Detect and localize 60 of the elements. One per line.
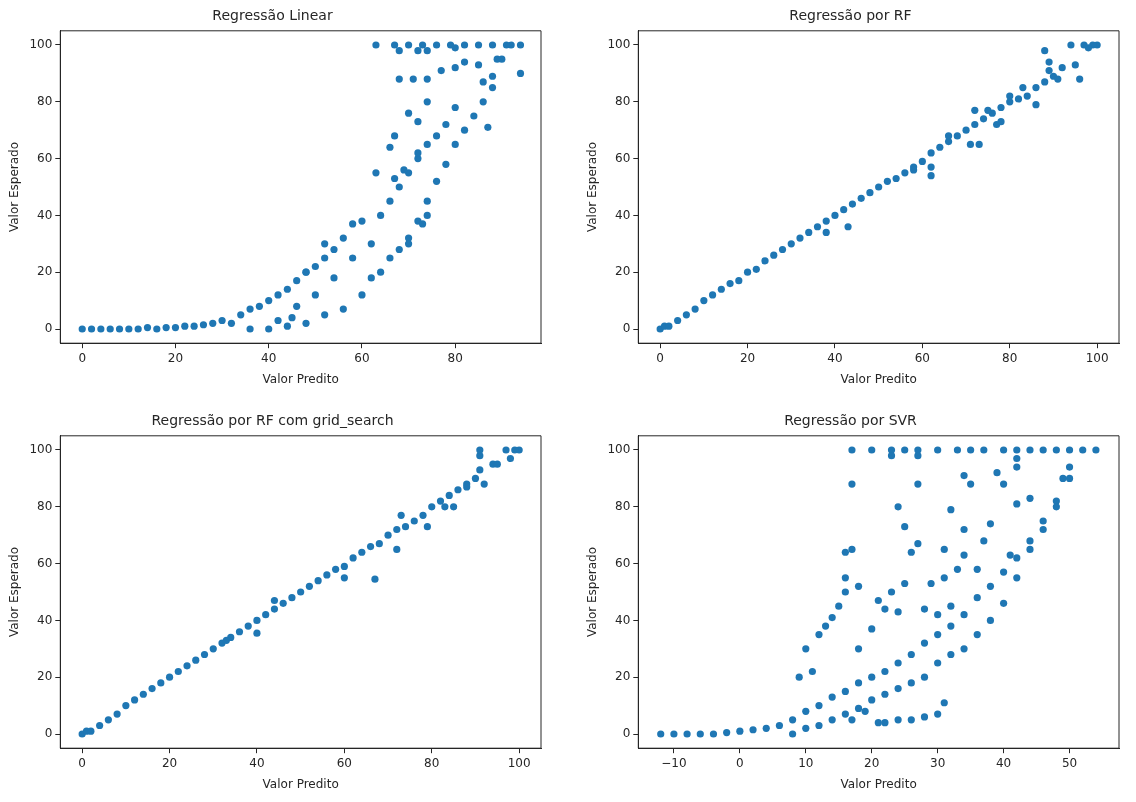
y-axis-title: Valor Esperado — [585, 141, 600, 233]
y-tick-label: 60 — [615, 150, 631, 165]
y-tick-label: 100 — [29, 442, 53, 457]
x-tick-label: 80 — [447, 350, 463, 365]
y-tick-label: 20 — [615, 669, 631, 684]
x-tick-label: 80 — [1002, 350, 1018, 365]
x-tick-label: 40 — [261, 350, 277, 365]
x-tick-label: 0 — [736, 755, 744, 770]
x-tick-label: 10 — [798, 755, 814, 770]
x-tick-label: 100 — [507, 755, 531, 770]
chart-title: Regressão Linear — [212, 7, 333, 24]
x-tick-label: 0 — [656, 350, 664, 365]
x-tick-label: 20 — [167, 350, 184, 365]
y-tick-label: 20 — [615, 264, 631, 279]
x-tick-label: 60 — [914, 350, 930, 365]
y-tick-label: 0 — [622, 321, 631, 336]
x-tick-label: 40 — [995, 755, 1012, 770]
chart-title: Regressão por RF com grid_search — [151, 412, 394, 429]
y-tick-label: 0 — [622, 726, 631, 741]
x-tick-label: 0 — [78, 350, 87, 365]
y-tick-label: 40 — [37, 612, 53, 627]
y-tick-label: 60 — [37, 150, 53, 165]
chart-title: Regressão por RF — [789, 7, 912, 24]
y-tick-label: 0 — [44, 321, 53, 336]
x-axis-title: Valor Predito — [840, 776, 917, 791]
x-tick-label: 40 — [827, 350, 843, 365]
y-tick-label: 20 — [37, 669, 53, 684]
y-tick-label: 80 — [37, 93, 53, 108]
y-tick-label: 0 — [44, 726, 53, 741]
x-axis-title: Valor Predito — [262, 776, 339, 791]
x-axis-title: Valor Predito — [840, 371, 917, 386]
x-axis-title: Valor Predito — [262, 371, 339, 386]
x-tick-label: −10 — [661, 755, 687, 770]
x-tick-label: 30 — [930, 755, 946, 770]
x-tick-label: 100 — [1085, 350, 1109, 365]
x-tick-label: 20 — [864, 755, 880, 770]
x-tick-label: 20 — [161, 755, 178, 770]
y-axis-title: Valor Esperado — [7, 546, 22, 638]
y-tick-label: 100 — [29, 37, 53, 52]
x-tick-label: 60 — [336, 755, 352, 770]
x-tick-label: 50 — [1061, 755, 1078, 770]
chart-title: Regressão por SVR — [784, 412, 918, 429]
y-tick-label: 80 — [615, 93, 631, 108]
y-tick-label: 20 — [37, 264, 53, 279]
x-tick-label: 20 — [739, 350, 756, 365]
y-tick-label: 40 — [615, 612, 631, 627]
y-tick-label: 40 — [37, 207, 53, 222]
y-tick-label: 80 — [37, 498, 53, 513]
x-tick-label: 0 — [78, 755, 86, 770]
y-tick-label: 100 — [607, 37, 631, 52]
x-tick-label: 80 — [424, 755, 440, 770]
y-tick-label: 100 — [607, 442, 631, 457]
y-axis-title: Valor Esperado — [585, 546, 600, 638]
x-tick-label: 60 — [354, 350, 370, 365]
y-tick-label: 40 — [615, 207, 631, 222]
x-tick-label: 40 — [249, 755, 265, 770]
y-tick-label: 80 — [615, 498, 631, 513]
y-axis-title: Valor Esperado — [7, 141, 22, 233]
y-tick-label: 60 — [615, 555, 631, 570]
y-tick-label: 60 — [37, 555, 53, 570]
